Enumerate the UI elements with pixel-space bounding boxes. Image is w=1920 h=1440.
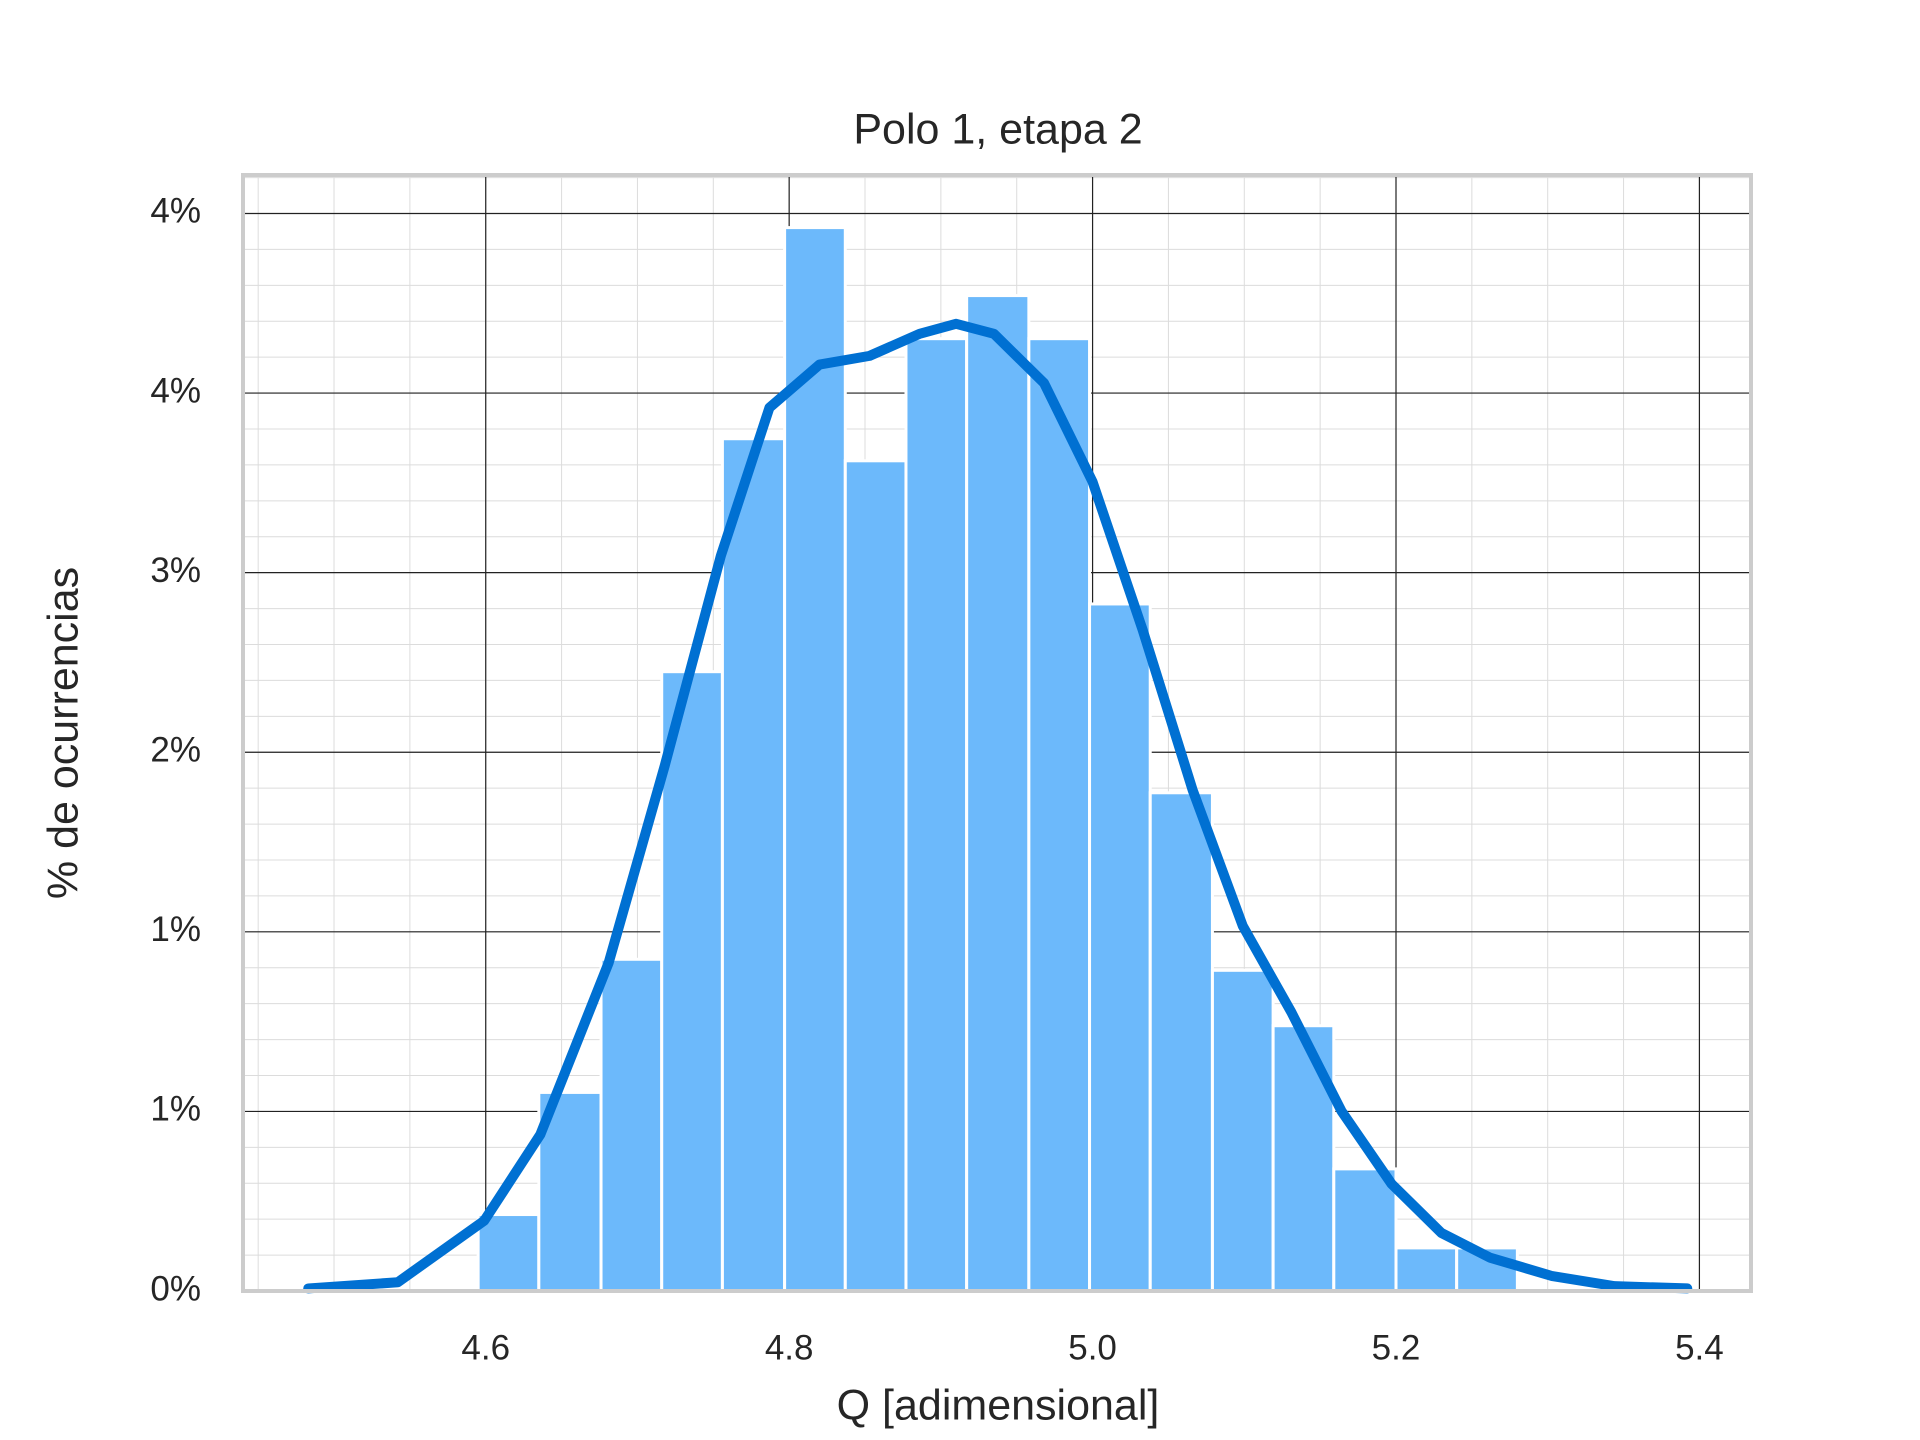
bar (1210, 968, 1275, 1293)
y-tick-label: 3% (150, 551, 201, 590)
bar (904, 337, 969, 1293)
bar (599, 957, 664, 1293)
x-axis-label: Q [adimensional] (837, 1381, 1160, 1429)
y-tick-label: 1% (150, 1090, 201, 1129)
x-tick-label: 5.0 (1068, 1328, 1117, 1367)
bar (476, 1213, 541, 1293)
bar (1027, 337, 1092, 1293)
bar (1332, 1167, 1398, 1293)
kde-line (303, 318, 1693, 1294)
bar (965, 294, 1031, 1293)
bar (1148, 791, 1214, 1293)
y-tick-label: 4% (150, 371, 201, 410)
bar (720, 437, 787, 1293)
y-tick-label: 0% (150, 1269, 201, 1308)
y-tick-label: 2% (150, 730, 201, 769)
chart-title: Polo 1, etapa 2 (853, 105, 1142, 153)
x-tick-label: 4.8 (765, 1328, 814, 1367)
x-tick-label: 5.4 (1675, 1328, 1724, 1367)
bar (660, 670, 724, 1293)
y-tick-label: 1% (150, 910, 201, 949)
plot-frame (241, 173, 1753, 1293)
bar (843, 459, 908, 1293)
bar (1394, 1246, 1459, 1293)
y-axis-label: % de ocurrencias (39, 567, 87, 899)
bar (1088, 602, 1152, 1293)
x-tick-label: 5.2 (1372, 1328, 1421, 1367)
y-tick-label: 4% (150, 192, 201, 231)
x-tick-label: 4.6 (461, 1328, 510, 1367)
bar (1271, 1024, 1336, 1293)
